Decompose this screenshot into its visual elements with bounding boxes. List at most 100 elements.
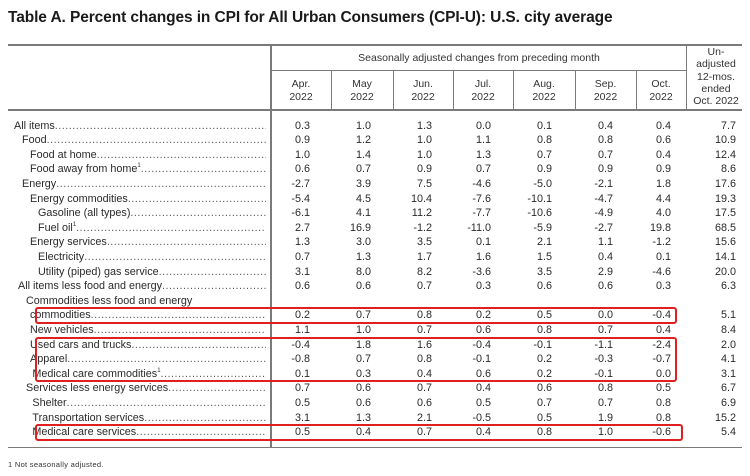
- table-row: Services less energy services...........…: [0, 381, 750, 396]
- cell-month: 0.0: [655, 367, 671, 380]
- row-label: Shelter.................................…: [32, 396, 266, 411]
- cell-month: -5.0: [533, 177, 552, 190]
- cell-month: 4.4: [655, 192, 671, 205]
- row-label: Transportation services.................…: [32, 411, 266, 426]
- cell-month: 0.4: [597, 250, 613, 263]
- cell-month: 0.2: [294, 309, 310, 322]
- cell-month: 0.3: [475, 280, 491, 293]
- month-column-divider: [393, 70, 394, 110]
- row-label: Services less energy services...........…: [26, 381, 266, 396]
- cell-month: -0.3: [594, 353, 613, 366]
- cell-month: 2.1: [416, 411, 432, 424]
- table-row: Transportation services.................…: [0, 411, 750, 426]
- leader-dots: ........................................…: [131, 338, 266, 351]
- cell-12mo: 20.0: [714, 265, 736, 278]
- cell-month: 1.0: [597, 426, 613, 439]
- cell-month: 0.8: [597, 134, 613, 147]
- cell-month: 0.5: [475, 396, 491, 409]
- cell-month: 0.1: [475, 236, 491, 249]
- leader-dots: ........................................…: [93, 323, 266, 336]
- cell-month: -2.1: [594, 177, 613, 190]
- cell-month: 0.7: [475, 163, 491, 176]
- cell-month: -2.7: [291, 177, 310, 190]
- cell-12mo: 6.3: [720, 280, 736, 293]
- cell-month: 0.6: [355, 280, 371, 293]
- cell-month: 0.2: [475, 309, 491, 322]
- header-unadjusted: Un- adjusted 12-mos. ended Oct. 2022: [687, 46, 745, 107]
- cell-month: 0.4: [655, 323, 671, 336]
- cell-month: 1.2: [355, 134, 371, 147]
- cell-month: 0.7: [355, 309, 371, 322]
- row-label-text: Medical care services: [32, 426, 137, 439]
- cell-month: -10.1: [527, 192, 552, 205]
- leader-dots: ........................................…: [56, 177, 266, 190]
- cell-month: 10.4: [410, 192, 432, 205]
- cell-month: -0.4: [291, 338, 310, 351]
- table-row: Apparel.................................…: [0, 352, 750, 367]
- cell-month: -0.1: [594, 367, 613, 380]
- row-label: Energy services.........................…: [30, 235, 266, 250]
- row-label: Medical care services...................…: [32, 425, 266, 440]
- row-label-text: Used cars and trucks: [30, 338, 132, 351]
- cell-month: 0.7: [294, 382, 310, 395]
- header-unadjusted-line: Oct. 2022: [693, 95, 739, 108]
- cell-month: -4.6: [652, 265, 671, 278]
- cell-month: 0.6: [536, 280, 552, 293]
- cell-month: 3.0: [355, 236, 371, 249]
- cell-month: -2.7: [594, 221, 613, 234]
- cell-month: 0.7: [536, 396, 552, 409]
- cell-month: 0.1: [294, 367, 310, 380]
- table-title: Table A. Percent changes in CPI for All …: [8, 9, 613, 26]
- row-label-text: Commodities less food and energy: [26, 294, 193, 307]
- cell-month: 1.3: [475, 148, 491, 161]
- cell-month: 0.6: [655, 134, 671, 147]
- row-label: Energy..................................…: [22, 177, 266, 192]
- row-label-text: Fuel oil: [38, 221, 73, 234]
- leader-dots: ........................................…: [127, 192, 266, 205]
- cell-month: 0.6: [597, 280, 613, 293]
- cell-month: 4.5: [355, 192, 371, 205]
- cell-month: 0.2: [536, 367, 552, 380]
- leader-dots: ........................................…: [106, 236, 266, 249]
- leader-dots: ........................................…: [54, 119, 266, 132]
- row-label: Gasoline (all types)....................…: [38, 206, 266, 221]
- cell-12mo: 5.1: [720, 309, 736, 322]
- cell-12mo: 8.6: [720, 163, 736, 176]
- cell-month: 0.8: [416, 353, 432, 366]
- cell-month: 1.0: [294, 148, 310, 161]
- row-label: Medical care commodities1...............…: [32, 367, 266, 382]
- month-header: Apr. 2022: [271, 78, 331, 104]
- table-top-rule: [8, 44, 742, 46]
- cell-month: 0.8: [655, 411, 671, 424]
- leader-dots: ........................................…: [84, 250, 266, 263]
- cell-month: 0.7: [416, 280, 432, 293]
- row-label-text: Energy commodities: [30, 192, 128, 205]
- cell-12mo: 68.5: [714, 221, 736, 234]
- cell-month: 1.1: [294, 323, 310, 336]
- cell-month: 0.0: [475, 119, 491, 132]
- cell-month: 0.4: [475, 426, 491, 439]
- cell-month: 1.0: [355, 119, 371, 132]
- table-row: commodities.............................…: [0, 308, 750, 323]
- cell-month: 3.5: [536, 265, 552, 278]
- leader-dots: ........................................…: [67, 353, 266, 366]
- cell-month: -5.9: [533, 221, 552, 234]
- cell-month: 8.2: [416, 265, 432, 278]
- leader-dots: ........................................…: [96, 148, 266, 161]
- row-label-text: Medical care commodities: [32, 367, 158, 380]
- month-header: Aug. 2022: [513, 78, 575, 104]
- row-label-text: New vehicles: [30, 323, 94, 336]
- cell-month: 7.5: [416, 177, 432, 190]
- table-row: Electricity.............................…: [0, 250, 750, 265]
- cell-month: 0.3: [655, 280, 671, 293]
- cell-month: 1.8: [655, 177, 671, 190]
- table-row: All items...............................…: [0, 119, 750, 134]
- cell-month: 0.6: [355, 382, 371, 395]
- leader-dots: ........................................…: [162, 280, 266, 293]
- cell-month: -10.6: [527, 207, 552, 220]
- row-label-text: Apparel: [30, 353, 68, 366]
- month-column-divider: [575, 70, 576, 110]
- cell-12mo: 2.0: [720, 338, 736, 351]
- row-label-text: Shelter: [32, 396, 67, 409]
- cell-12mo: 6.7: [720, 382, 736, 395]
